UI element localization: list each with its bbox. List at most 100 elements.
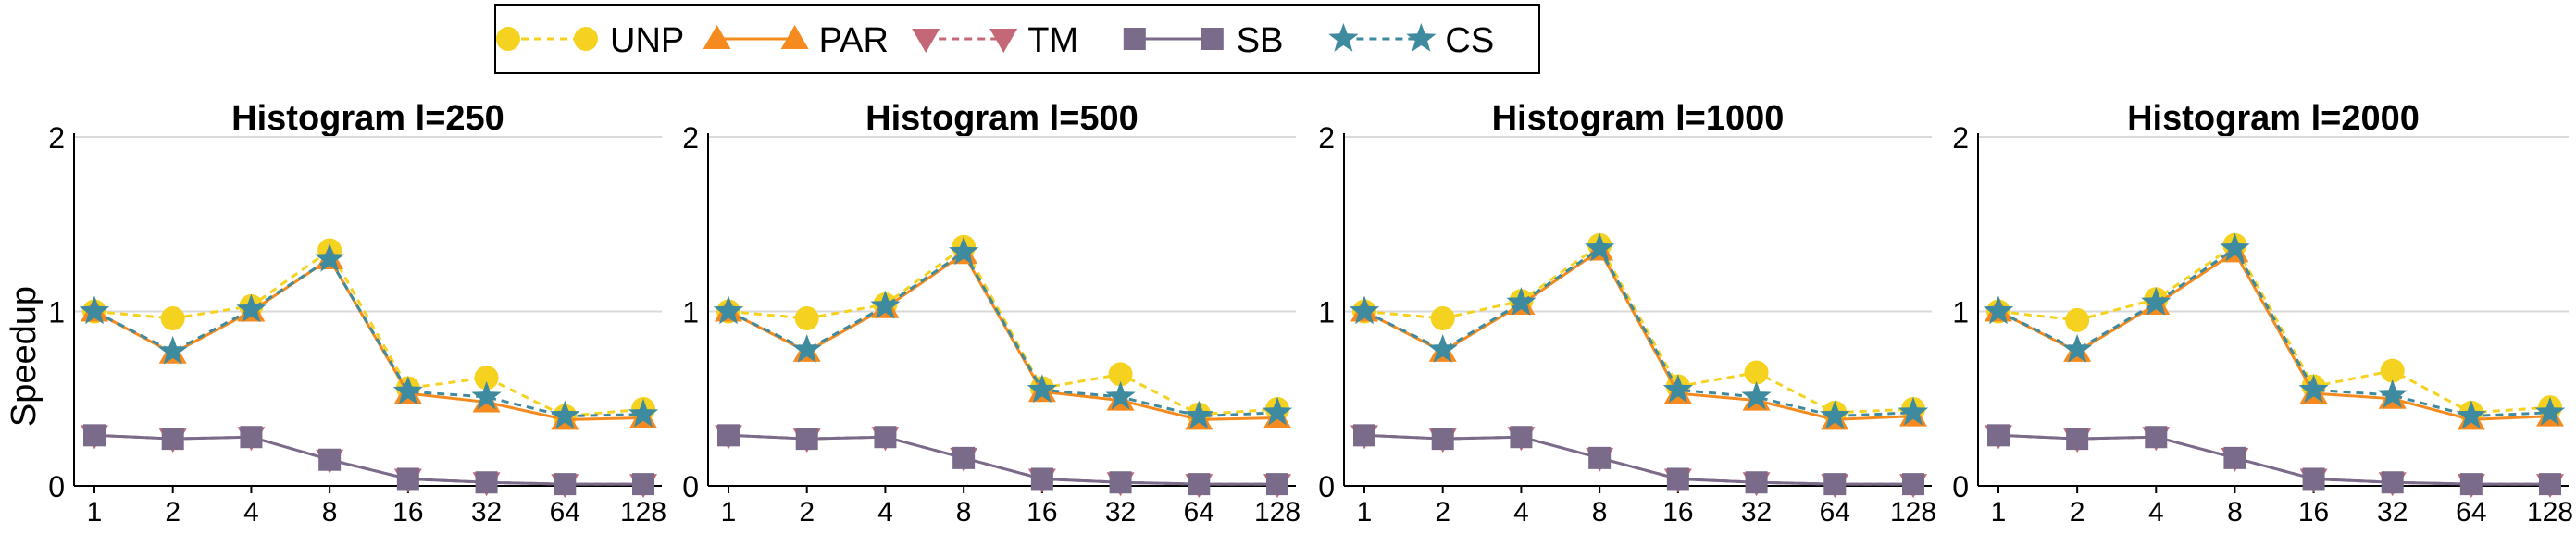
y-tick-label: 2: [1952, 121, 1969, 155]
y-tick-label: 2: [1318, 121, 1335, 155]
data-point-sb: [952, 446, 976, 469]
x-tick-label: 32: [471, 497, 502, 528]
series-par: [1985, 238, 2564, 430]
x-tick-label: 32: [2377, 497, 2408, 528]
data-point-cs: [2377, 379, 2408, 408]
data-point-cs: [392, 376, 423, 404]
x-tick-label: 4: [2148, 497, 2164, 528]
legend-label-cs: CS: [1445, 21, 1494, 60]
series-unp: [1986, 232, 2562, 425]
data-point-sb: [318, 448, 342, 471]
data-point-sb: [240, 426, 263, 449]
data-point-sb: [1510, 426, 1533, 449]
data-point-sb: [1987, 424, 2010, 447]
x-tick-label: 128: [1890, 497, 1936, 528]
legend-item-par: PAR: [703, 21, 889, 60]
data-point-cs: [315, 242, 345, 272]
data-point-sb: [1902, 473, 1924, 496]
data-point-cs: [1662, 374, 1693, 404]
series-sb: [1353, 424, 1924, 496]
chart-title: Histogram l=250: [231, 99, 504, 138]
series-unp: [1352, 232, 1925, 425]
series-line-par: [1997, 250, 2551, 421]
data-point-sb: [1109, 471, 1132, 494]
data-point-unp: [2380, 358, 2405, 383]
series-line-cs: [728, 250, 1278, 418]
legend-marker-left-unp: [496, 27, 520, 51]
x-tick-label: 16: [392, 497, 423, 528]
data-point-cs: [1262, 396, 1293, 426]
legend-item-cs: CS: [1328, 21, 1494, 60]
data-point-cs: [1427, 334, 1458, 363]
data-point-sb: [2459, 473, 2483, 496]
chart-title: Histogram l=2000: [2127, 99, 2420, 138]
series-line-unp: [93, 248, 644, 418]
data-point-cs: [157, 335, 188, 365]
data-point-cs: [1184, 400, 1214, 429]
data-point-cs: [2062, 334, 2093, 363]
data-point-cs: [550, 400, 580, 429]
data-point-sb: [2223, 446, 2246, 469]
series-cs: [79, 242, 659, 429]
x-tick-label: 1: [87, 497, 103, 528]
legend-label-sb: SB: [1237, 21, 1284, 60]
y-axis-label: Speedup: [5, 286, 44, 427]
data-point-sb: [1353, 424, 1375, 447]
data-point-sb: [1030, 467, 1053, 491]
x-tick-label: 16: [1662, 497, 1693, 528]
chart-title: Histogram l=1000: [1492, 99, 1785, 138]
y-tick-label: 0: [48, 470, 65, 503]
x-tick-label: 64: [1820, 497, 1850, 528]
x-tick-label: 1: [721, 497, 737, 528]
legend-item-tm: TM: [912, 21, 1078, 60]
legend-marker-left-cs: [1328, 23, 1359, 52]
x-tick-label: 32: [1741, 497, 1772, 528]
x-tick-label: 4: [877, 497, 893, 528]
data-point-cs: [2456, 400, 2486, 429]
legend-label-par: PAR: [819, 21, 889, 60]
data-point-cs: [1585, 232, 1615, 262]
x-tick-label: 64: [1184, 497, 1214, 528]
series-line-sb: [93, 433, 643, 486]
chart-title: Histogram l=500: [865, 99, 1139, 138]
x-tick-label: 2: [799, 497, 815, 528]
data-point-cs: [1741, 380, 1772, 410]
data-point-cs: [1105, 380, 1136, 410]
series-cs: [1349, 232, 1929, 429]
series-par: [81, 244, 657, 430]
data-point-cs: [2298, 374, 2329, 404]
series-line-par: [93, 256, 644, 421]
data-point-sb: [1823, 473, 1847, 496]
x-tick-label: 64: [2456, 497, 2486, 528]
legend-item-sb: SB: [1123, 21, 1284, 60]
series-line-cs: [1997, 246, 2551, 418]
data-point-cs: [471, 380, 502, 410]
data-point-unp: [1108, 362, 1133, 387]
data-point-cs: [2534, 396, 2566, 426]
data-point-sb: [83, 424, 106, 447]
legend-marker-right-tm: [989, 29, 1018, 53]
x-tick-label: 16: [2298, 497, 2329, 528]
series-cs: [1983, 232, 2566, 429]
series-sb: [717, 424, 1288, 496]
data-point-cs: [1820, 400, 1850, 429]
legend-marker-right-unp: [574, 27, 598, 51]
data-point-cs: [2220, 232, 2250, 262]
data-point-unp: [474, 366, 499, 391]
data-point-cs: [1349, 295, 1380, 325]
data-point-unp: [1744, 360, 1769, 385]
legend-marker-right-par: [780, 25, 809, 49]
legend-marker-left-par: [703, 25, 731, 49]
y-tick-label: 1: [1318, 296, 1335, 329]
series-line-par: [1363, 248, 1914, 421]
series-line-unp: [728, 244, 1278, 416]
data-point-sb: [874, 426, 897, 449]
series-sb: [1987, 424, 2561, 496]
x-tick-label: 16: [1027, 497, 1057, 528]
series-line-unp: [1363, 242, 1914, 415]
